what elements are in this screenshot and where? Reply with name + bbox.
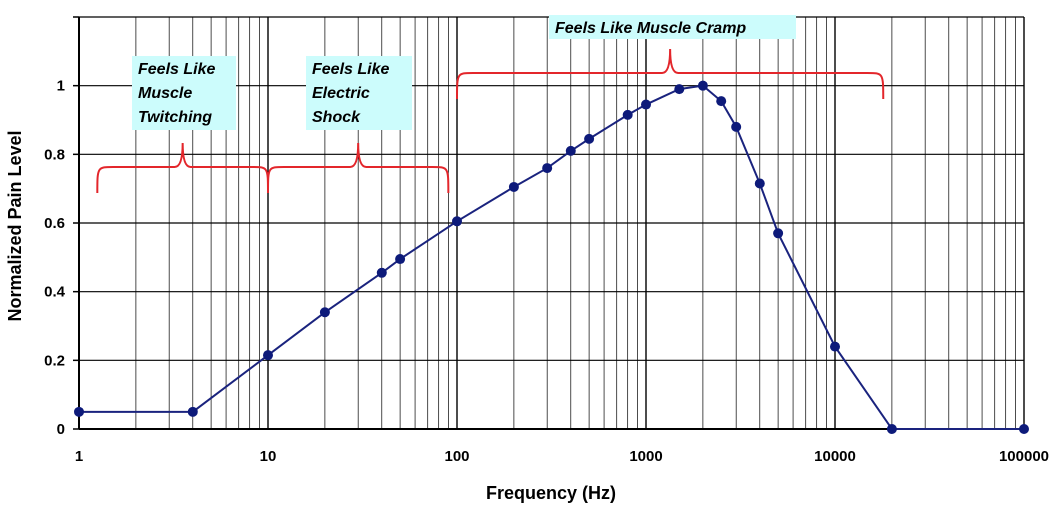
annotation-box: [306, 56, 412, 130]
y-tick-label: 0.8: [44, 146, 65, 163]
data-point: [584, 133, 595, 144]
annotation-box: [549, 15, 796, 39]
annotation-bracket: [267, 142, 450, 194]
data-point: [674, 84, 685, 95]
annotation-brackets: [96, 48, 885, 194]
data-point: [716, 96, 727, 107]
y-tick-label: 1: [57, 78, 65, 95]
series-line: [79, 84, 1024, 430]
annotation-label: Feels Like Muscle Cramp: [549, 15, 796, 39]
data-point: [263, 350, 273, 361]
axes: [73, 16, 1024, 430]
data-point: [697, 80, 708, 91]
annotation-text: Electric: [312, 85, 370, 102]
data-point: [565, 145, 576, 156]
y-tick-label: 0.4: [44, 284, 66, 301]
annotation-label: Feels Like Muscle Twitching: [132, 56, 236, 130]
data-point: [376, 267, 387, 278]
annotation-text: Feels Like Muscle Cramp: [555, 20, 746, 37]
y-tick-labels: 0 0.2 0.4 0.6 0.8 1: [44, 78, 66, 438]
data-point: [319, 307, 330, 318]
data-point: [508, 181, 519, 192]
x-tick-labels: 1 10 100 1000 10000 100000: [75, 448, 1049, 465]
annotation-text: Twitching: [138, 109, 212, 126]
data-point: [542, 163, 553, 174]
data-point: [187, 406, 198, 417]
annotation-text: Feels Like: [138, 61, 215, 78]
annotations: Feels Like Muscle Twitching Feels Like Elect…: [132, 15, 796, 130]
data-point: [773, 228, 784, 239]
x-tick-label: 100000: [999, 448, 1049, 465]
annotation-text: Feels Like: [312, 61, 389, 78]
annotation-bracket: [456, 48, 885, 100]
data-point: [1019, 424, 1029, 434]
y-tick-label: 0.2: [44, 352, 65, 369]
x-tick-label: 100: [444, 448, 469, 465]
y-axis-title: Normalized Pain Level: [5, 130, 25, 321]
annotation-text: Shock: [312, 109, 361, 126]
data-point: [395, 254, 406, 265]
y-tick-label: 0: [57, 421, 65, 438]
x-tick-label: 10: [260, 448, 277, 465]
data-point: [641, 99, 651, 110]
annotation-text: Muscle: [138, 85, 192, 102]
data-point: [452, 216, 462, 227]
series: [74, 80, 1029, 434]
data-point: [830, 341, 840, 352]
x-tick-label: 1: [75, 448, 83, 465]
x-axis-title: Frequency (Hz): [486, 483, 616, 503]
data-point: [754, 178, 765, 189]
data-point: [74, 406, 84, 417]
annotation-box: [132, 56, 236, 130]
x-tick-label: 1000: [629, 448, 662, 465]
data-point: [886, 424, 897, 434]
x-tick-label: 10000: [814, 448, 856, 465]
annotation-label: Feels Like Electric Shock: [306, 56, 412, 130]
y-tick-label: 0.6: [44, 215, 65, 232]
data-point: [622, 109, 633, 120]
data-point: [731, 121, 742, 132]
annotation-bracket: [96, 142, 269, 194]
